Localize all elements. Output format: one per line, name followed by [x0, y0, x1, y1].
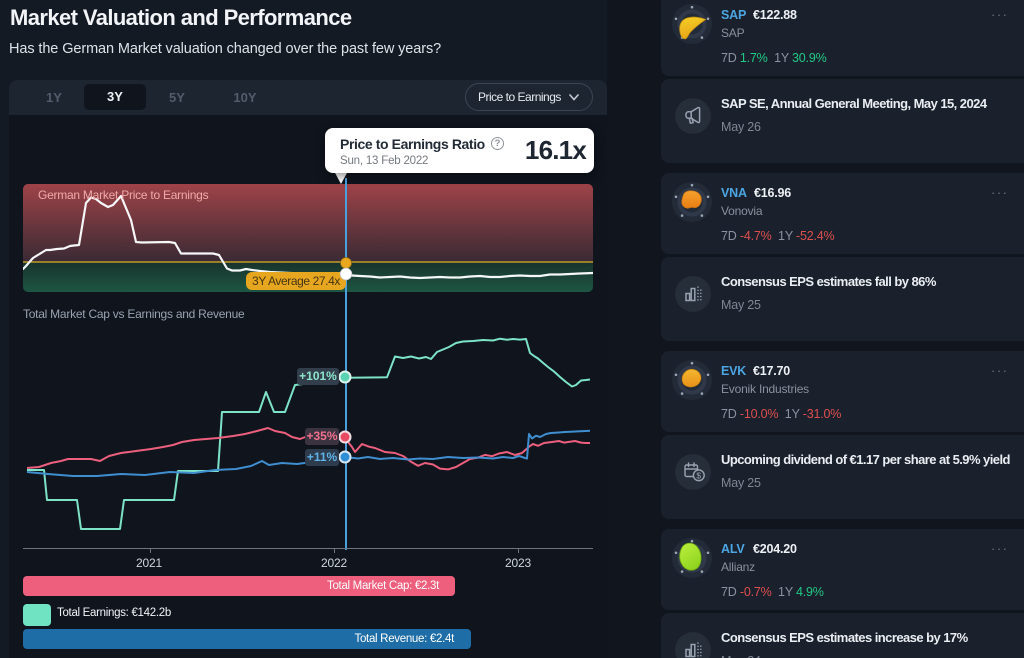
svg-text:$: $: [696, 470, 701, 480]
